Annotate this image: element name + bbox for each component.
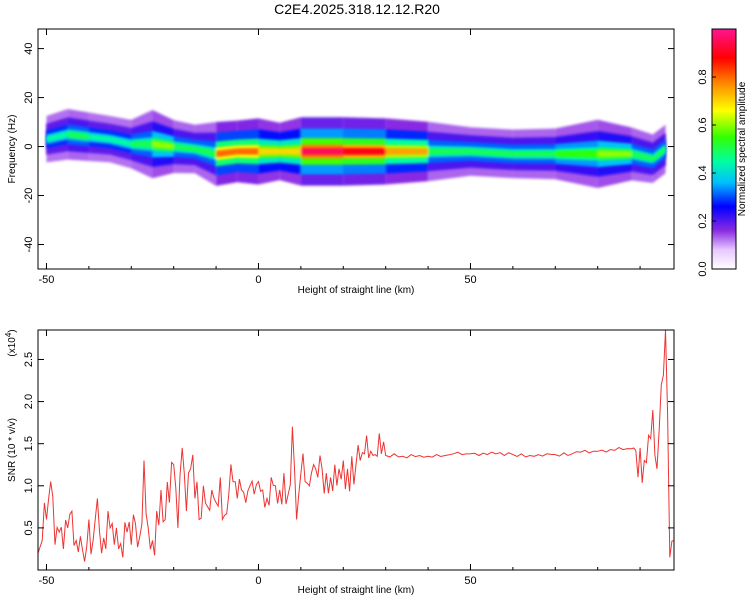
- heatmap-cell: [237, 148, 259, 155]
- heatmap-cell: [173, 143, 195, 152]
- y-tick-label: 20: [23, 91, 35, 103]
- x-tick-label: -50: [39, 274, 55, 286]
- x-tick-label: -50: [39, 575, 55, 587]
- y-tick-label: 0.5: [23, 520, 35, 535]
- spectrogram-frame: [37, 28, 675, 270]
- heatmap-cell: [555, 150, 598, 158]
- snr-ylabel: SNR (10 * v/v): [7, 418, 18, 482]
- svg-text:(x104): (x104): [4, 329, 18, 356]
- snr-plot-area: [38, 330, 674, 562]
- heatmap-cell: [110, 136, 132, 147]
- snr-panel: -50 0 50 0.5 1.0 1.5 2.0 2.5 Height of straight…: [4, 329, 675, 596]
- colorbar-tick-label: 0.4: [697, 165, 709, 180]
- spectrogram-axes: -50 0 50 -40 -20 0 20 40: [23, 29, 674, 286]
- heatmap-cell: [152, 140, 174, 150]
- snr-scale-label: (x104): [4, 329, 18, 356]
- y-tick-label: -20: [23, 188, 35, 204]
- colorbar-tick-label: 0.2: [697, 213, 709, 228]
- y-tick-label: 2.0: [23, 394, 35, 409]
- snr-frame: [37, 329, 675, 571]
- x-tick-label: 0: [255, 274, 261, 286]
- spectrogram-xlabel: Height of straight line (km): [298, 285, 415, 296]
- heatmap-cell: [652, 146, 666, 162]
- heatmap-cell: [470, 149, 513, 157]
- heatmap-cell: [300, 148, 344, 155]
- x-tick-label: 50: [464, 274, 476, 286]
- y-tick-label: 40: [23, 42, 35, 54]
- y-tick-label: 2.5: [23, 352, 35, 367]
- colorbar-label: Normalized spectral amplitude: [737, 81, 748, 216]
- x-tick-label: 0: [255, 575, 261, 587]
- heatmap-cell: [131, 140, 153, 148]
- heatmap-layer: [46, 131, 666, 162]
- heatmap-cell: [512, 151, 556, 157]
- y-tick-label: 1.5: [23, 436, 35, 451]
- colorbar-tick-label: 0.6: [697, 117, 709, 132]
- colorbar-tick-label: 0.8: [697, 69, 709, 84]
- spectrogram-panel: -50 0 50 -40 -20 0 20 40 Height of straight lin…: [7, 28, 675, 296]
- heatmap-cell: [343, 148, 386, 155]
- snr-scale-exponent: 4: [4, 332, 13, 337]
- figure-title: C2E4.2025.318.12.12.R20: [274, 1, 440, 17]
- y-tick-label: 1.0: [23, 478, 35, 493]
- heatmap-cell: [428, 148, 471, 155]
- heatmap-cell: [279, 148, 301, 155]
- colorbar: 0.0 0.2 0.4 0.6 0.8 Normalized spectral ampl…: [697, 28, 748, 277]
- heatmap-cell: [385, 148, 429, 155]
- heatmap-cell: [46, 131, 68, 142]
- snr-xlabel: Height of straight line (km): [298, 585, 415, 596]
- heatmap-cell: [631, 151, 653, 162]
- heatmap-cell: [88, 134, 111, 142]
- heatmap-cell: [67, 131, 89, 140]
- heatmap-cell: [258, 148, 280, 155]
- colorbar-tick-label: 0.0: [697, 261, 709, 276]
- colorbar-gradient: [711, 28, 737, 270]
- snr-scale-base: (x10: [7, 337, 18, 357]
- heatmap-cell: [597, 150, 632, 158]
- snr-series-line: [38, 330, 674, 562]
- x-tick-label: 50: [464, 575, 476, 587]
- y-tick-label: 0: [23, 143, 35, 149]
- spectrogram-plot-area: [46, 108, 666, 189]
- snr-axes: -50 0 50 0.5 1.0 1.5 2.0 2.5: [23, 330, 674, 587]
- y-tick-label: -40: [23, 237, 35, 253]
- heatmap-cell: [194, 146, 217, 158]
- colorbar-ticks: 0.0 0.2 0.4 0.6 0.8: [697, 69, 716, 277]
- heatmap-cell: [216, 148, 238, 158]
- spectrogram-ylabel: Frequency (Hz): [7, 115, 18, 184]
